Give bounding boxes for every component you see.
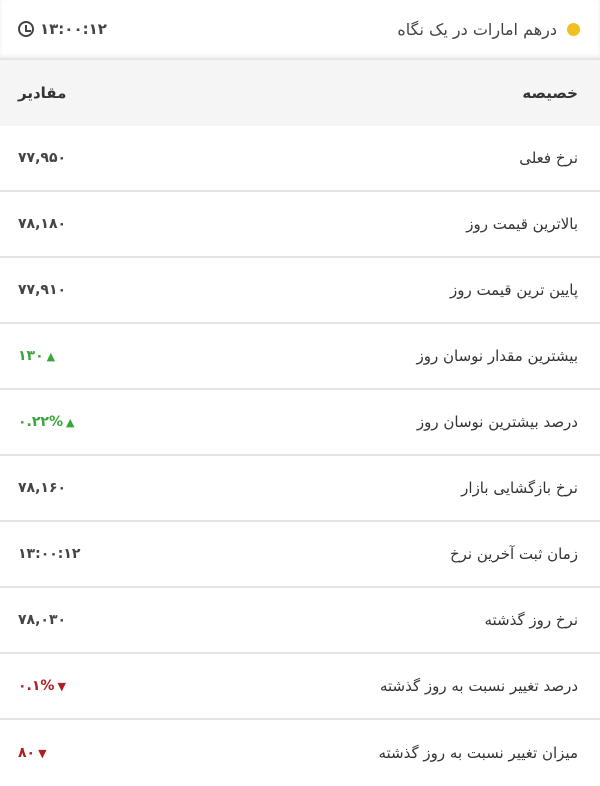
table-row: ۷۷,۹۵۰ نرخ فعلی xyxy=(0,126,600,192)
column-header-property: خصیصه xyxy=(522,84,578,102)
row-label: بالاترین قیمت روز xyxy=(466,215,578,233)
row-value-text: ۰.۲۲% xyxy=(18,414,63,430)
arrow-up-icon: ▲ xyxy=(65,415,75,429)
table-row: ۰.۲۲% ▲ درصد بیشترین نوسان روز xyxy=(0,390,600,456)
row-value-text: ۱۳۰ xyxy=(18,348,44,364)
row-label: پایین ترین قیمت روز xyxy=(449,281,578,299)
row-value-text: ۷۸,۱۸۰ xyxy=(18,216,67,232)
column-header-values: مقادیر xyxy=(18,84,67,102)
arrow-down-icon: ▼ xyxy=(38,746,47,760)
row-label: درصد بیشترین نوسان روز xyxy=(416,413,578,431)
table-row: ۱۳۰ ▲ بیشترین مقدار نوسان روز xyxy=(0,324,600,390)
row-value: ۱۳۰ ▲ xyxy=(18,348,55,364)
row-value-text: ۱۳:۰۰:۱۲ xyxy=(18,546,81,562)
table-row: ۷۸,۰۳۰ نرخ روز گذشته xyxy=(0,588,600,654)
table-row: ۷۷,۹۱۰ پایین ترین قیمت روز xyxy=(0,258,600,324)
table-header: مقادیر خصیصه xyxy=(0,60,600,126)
row-label: نرخ فعلی xyxy=(519,149,578,167)
row-value-text: ۷۷,۹۵۰ xyxy=(18,150,67,166)
row-value: ۷۷,۹۱۰ xyxy=(18,282,66,298)
table-body: ۷۷,۹۵۰ نرخ فعلی ۷۸,۱۸۰ بالاترین قیمت روز ۷۷,… xyxy=(0,126,600,786)
row-label: نرخ بازگشایی بازار xyxy=(461,479,578,497)
table-row: ۸۰ ▼ میزان تغییر نسبت به روز گذشته xyxy=(0,720,600,786)
clock-icon xyxy=(18,21,34,37)
row-label: زمان ثبت آخرین نرخ xyxy=(449,545,578,563)
row-value: ۷۸,۱۸۰ xyxy=(18,216,66,232)
table-row: ۷۸,۱۸۰ بالاترین قیمت روز xyxy=(0,192,600,258)
row-value: ۷۷,۹۵۰ xyxy=(18,150,66,166)
row-value-text: ۰.۱% xyxy=(18,678,55,694)
update-time: ۱۳:۰۰:۱۲ xyxy=(18,20,107,38)
row-value-text: ۷۸,۱۶۰ xyxy=(18,480,67,496)
row-value-text: ۷۷,۹۱۰ xyxy=(18,282,67,298)
arrow-down-icon: ▼ xyxy=(57,679,66,693)
row-value: ۷۸,۰۳۰ xyxy=(18,612,66,628)
table-row: ۱۳:۰۰:۱۲ زمان ثبت آخرین نرخ xyxy=(0,522,600,588)
table-row: ۷۸,۱۶۰ نرخ بازگشایی بازار xyxy=(0,456,600,522)
row-label: نرخ روز گذشته xyxy=(484,611,578,629)
arrow-up-icon: ▲ xyxy=(46,349,56,363)
row-value: ۸۰ ▼ xyxy=(18,745,47,761)
widget-header: ۱۳:۰۰:۱۲ درهم امارات در یک نگاه xyxy=(0,0,600,60)
widget-title-text: درهم امارات در یک نگاه xyxy=(397,19,557,39)
row-label: بیشترین مقدار نوسان روز xyxy=(416,347,579,365)
row-label: درصد تغییر نسبت به روز گذشته xyxy=(379,677,578,695)
table-row: ۰.۱% ▼ درصد تغییر نسبت به روز گذشته xyxy=(0,654,600,720)
update-time-text: ۱۳:۰۰:۱۲ xyxy=(40,20,107,38)
status-dot-icon xyxy=(567,22,580,36)
row-label: میزان تغییر نسبت به روز گذشته xyxy=(378,744,578,762)
row-value: ۰.۱% ▼ xyxy=(18,678,66,694)
row-value-text: ۸۰ xyxy=(18,745,36,761)
row-value: ۰.۲۲% ▲ xyxy=(18,414,74,430)
row-value-text: ۷۸,۰۳۰ xyxy=(18,612,67,628)
row-value: ۷۸,۱۶۰ xyxy=(18,480,66,496)
widget-title: درهم امارات در یک نگاه xyxy=(397,20,580,39)
row-value: ۱۳:۰۰:۱۲ xyxy=(18,546,80,562)
